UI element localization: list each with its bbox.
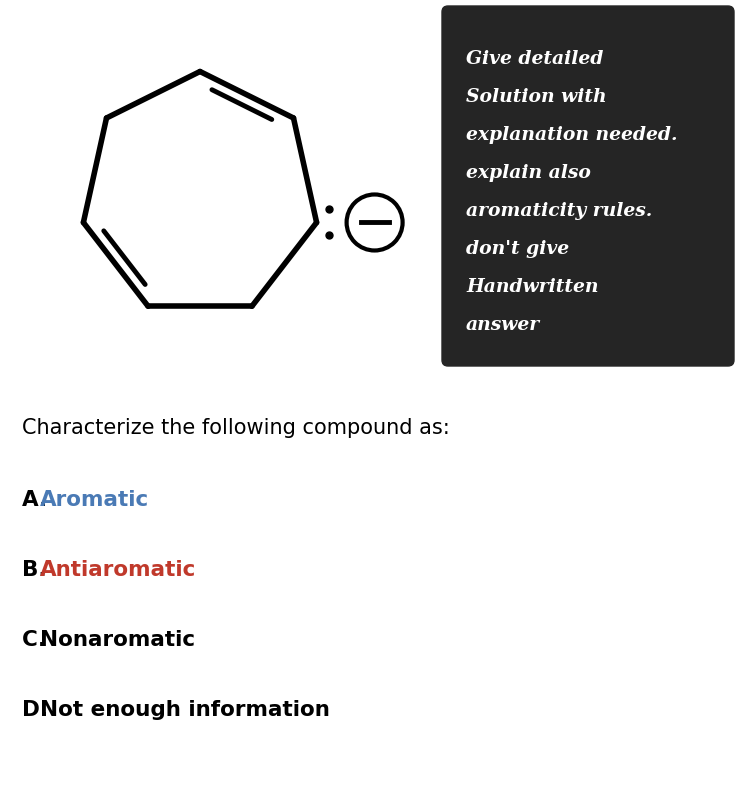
Text: D.: D.: [22, 700, 56, 720]
Text: Antiaromatic: Antiaromatic: [40, 560, 196, 580]
Text: Characterize the following compound as:: Characterize the following compound as:: [22, 418, 450, 438]
Text: B.: B.: [22, 560, 54, 580]
Text: C.: C.: [22, 630, 53, 650]
FancyBboxPatch shape: [442, 6, 734, 366]
Text: Give detailed: Give detailed: [466, 50, 603, 68]
Text: explain also: explain also: [466, 164, 591, 182]
Text: Not enough information: Not enough information: [40, 700, 330, 720]
Text: explanation needed.: explanation needed.: [466, 126, 677, 144]
Text: Nonaromatic: Nonaromatic: [40, 630, 195, 650]
Text: Aromatic: Aromatic: [40, 490, 149, 510]
Text: don't give: don't give: [466, 240, 569, 258]
Text: aromaticity rules.: aromaticity rules.: [466, 202, 652, 220]
Circle shape: [347, 194, 402, 250]
Text: Handwritten: Handwritten: [466, 278, 599, 296]
Text: Solution with: Solution with: [466, 88, 607, 106]
Text: A.: A.: [22, 490, 55, 510]
Text: answer: answer: [466, 316, 540, 334]
